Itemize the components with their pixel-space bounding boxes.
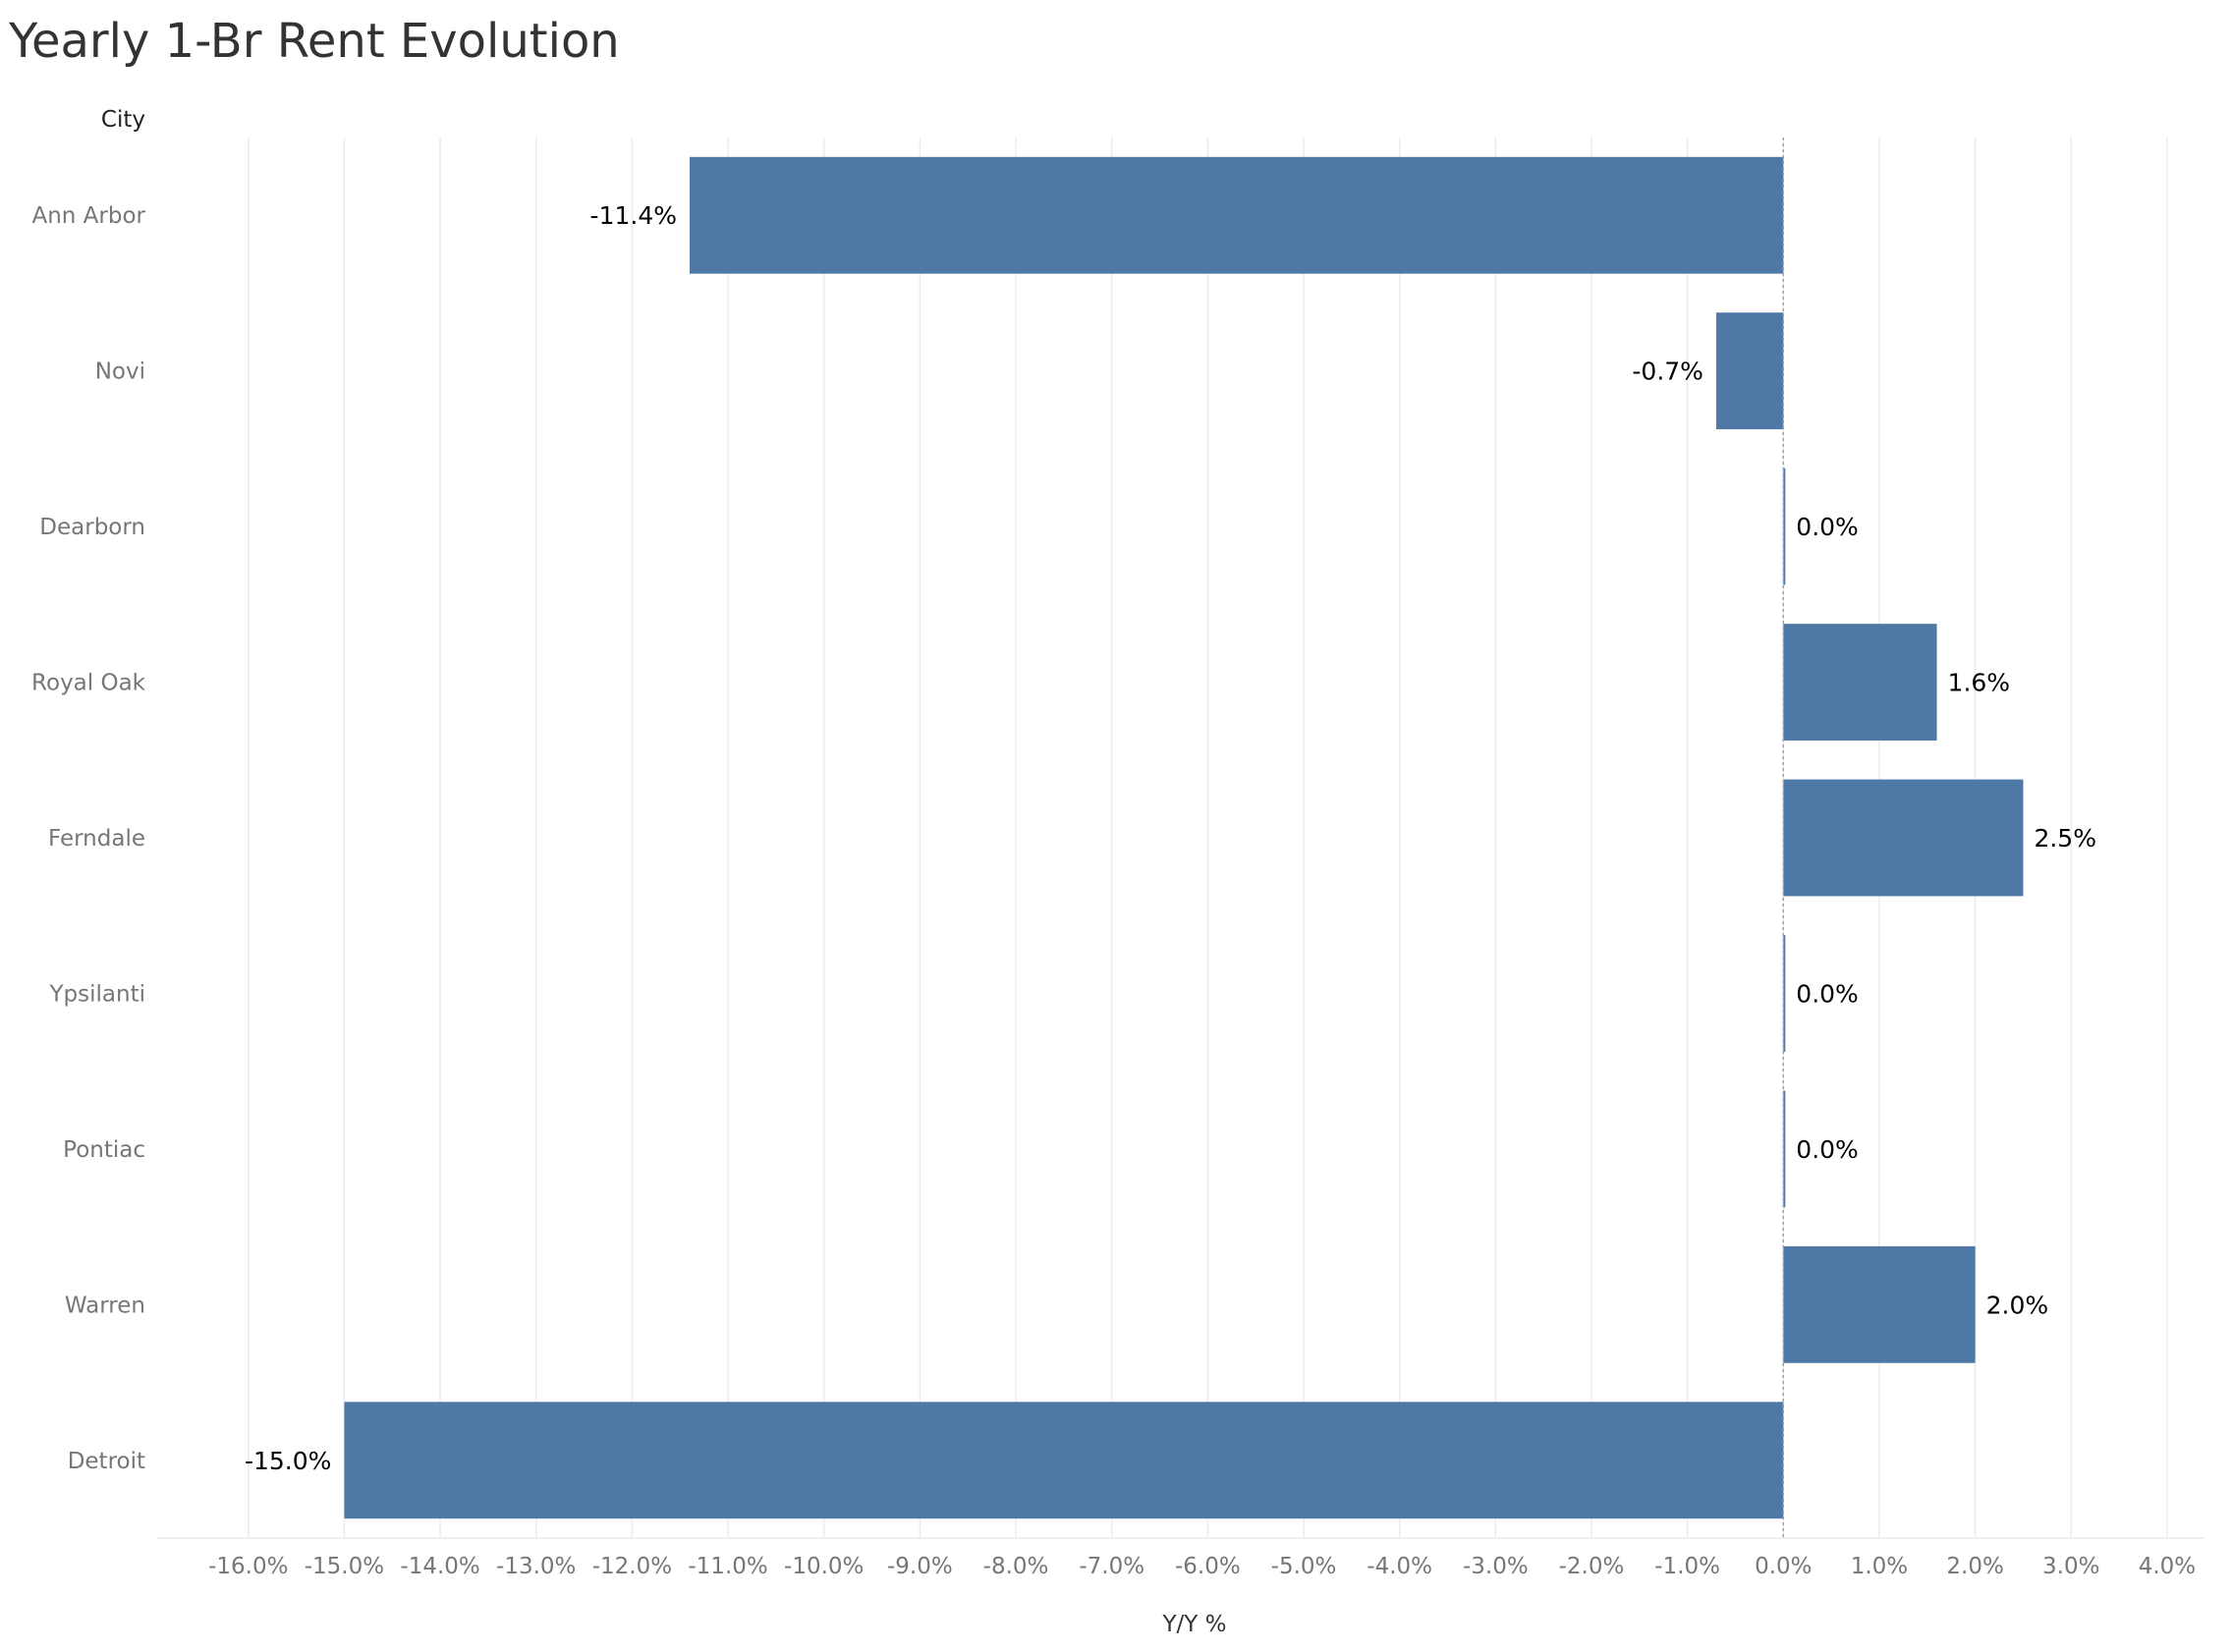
bars (344, 156, 2024, 1519)
x-tick-label: -3.0% (1463, 1554, 1529, 1579)
y-axis-categories: Ann Arbor Novi Dearborn Royal Oak Ferndale Yp… (31, 203, 146, 1474)
chart-title: Yearly 1-Br Rent Evolution (9, 14, 620, 69)
x-tick-label: -2.0% (1559, 1554, 1625, 1579)
data-label: 2.0% (1986, 1291, 2049, 1319)
data-label: 0.0% (1796, 1135, 1859, 1164)
bar-royal-oak[interactable] (1783, 624, 1937, 741)
x-tick-label: -11.0% (688, 1554, 767, 1579)
bar-pontiac[interactable] (1783, 1090, 1786, 1208)
category-label: Dearborn (39, 515, 145, 540)
category-label: Ypsilanti (49, 981, 146, 1007)
x-tick-label: -5.0% (1271, 1554, 1337, 1579)
data-label: -15.0% (245, 1447, 331, 1475)
x-tick-label: -8.0% (983, 1554, 1049, 1579)
x-tick-label: -16.0% (208, 1554, 288, 1579)
x-tick-label: -4.0% (1367, 1554, 1432, 1579)
bar-novi[interactable] (1715, 312, 1784, 430)
category-label: Royal Oak (31, 671, 146, 696)
category-label: Warren (65, 1293, 145, 1318)
x-tick-label: 4.0% (2139, 1554, 2196, 1579)
bar-warren[interactable] (1783, 1245, 1976, 1363)
category-label: Ferndale (48, 826, 145, 852)
data-label: -11.4% (590, 201, 677, 230)
category-label: Ann Arbor (31, 203, 145, 229)
x-axis-title: Y/Y % (1161, 1612, 1226, 1637)
bar-dearborn[interactable] (1783, 468, 1786, 585)
data-label: 1.6% (1948, 669, 2011, 697)
x-tick-label: -6.0% (1175, 1554, 1241, 1579)
data-label: -0.7% (1632, 358, 1703, 386)
x-tick-label: 1.0% (1851, 1554, 1908, 1579)
x-tick-label: 3.0% (2042, 1554, 2099, 1579)
data-label: 0.0% (1796, 979, 1859, 1008)
data-label: 0.0% (1796, 513, 1859, 541)
bar-ann-arbor[interactable] (690, 156, 1784, 274)
row-header-city: City (101, 107, 145, 133)
x-tick-label: -14.0% (400, 1554, 479, 1579)
data-label: 2.5% (2034, 824, 2096, 853)
x-tick-label: -1.0% (1654, 1554, 1720, 1579)
category-label: Detroit (68, 1449, 145, 1474)
x-tick-label: -9.0% (887, 1554, 953, 1579)
data-labels: -11.4% -0.7% 0.0% 1.6% 2.5% 0.0% 0.0% 2.0% -15.0… (245, 201, 2096, 1475)
bar-detroit[interactable] (344, 1402, 1784, 1519)
x-tick-label: -15.0% (305, 1554, 384, 1579)
x-tick-label: 0.0% (1755, 1554, 1812, 1579)
bar-ypsilanti[interactable] (1783, 935, 1786, 1052)
category-label: Pontiac (63, 1137, 145, 1163)
x-tick-label: 2.0% (1946, 1554, 2003, 1579)
x-tick-label: -10.0% (784, 1554, 864, 1579)
x-tick-label: -13.0% (496, 1554, 576, 1579)
category-label: Novi (95, 359, 145, 385)
x-tick-label: -12.0% (592, 1554, 672, 1579)
x-tick-label: -7.0% (1079, 1554, 1144, 1579)
bar-ferndale[interactable] (1783, 779, 2024, 897)
x-axis-ticks: -16.0% -15.0% -14.0% -13.0% -12.0% -11.0% -10.… (208, 1554, 2196, 1579)
